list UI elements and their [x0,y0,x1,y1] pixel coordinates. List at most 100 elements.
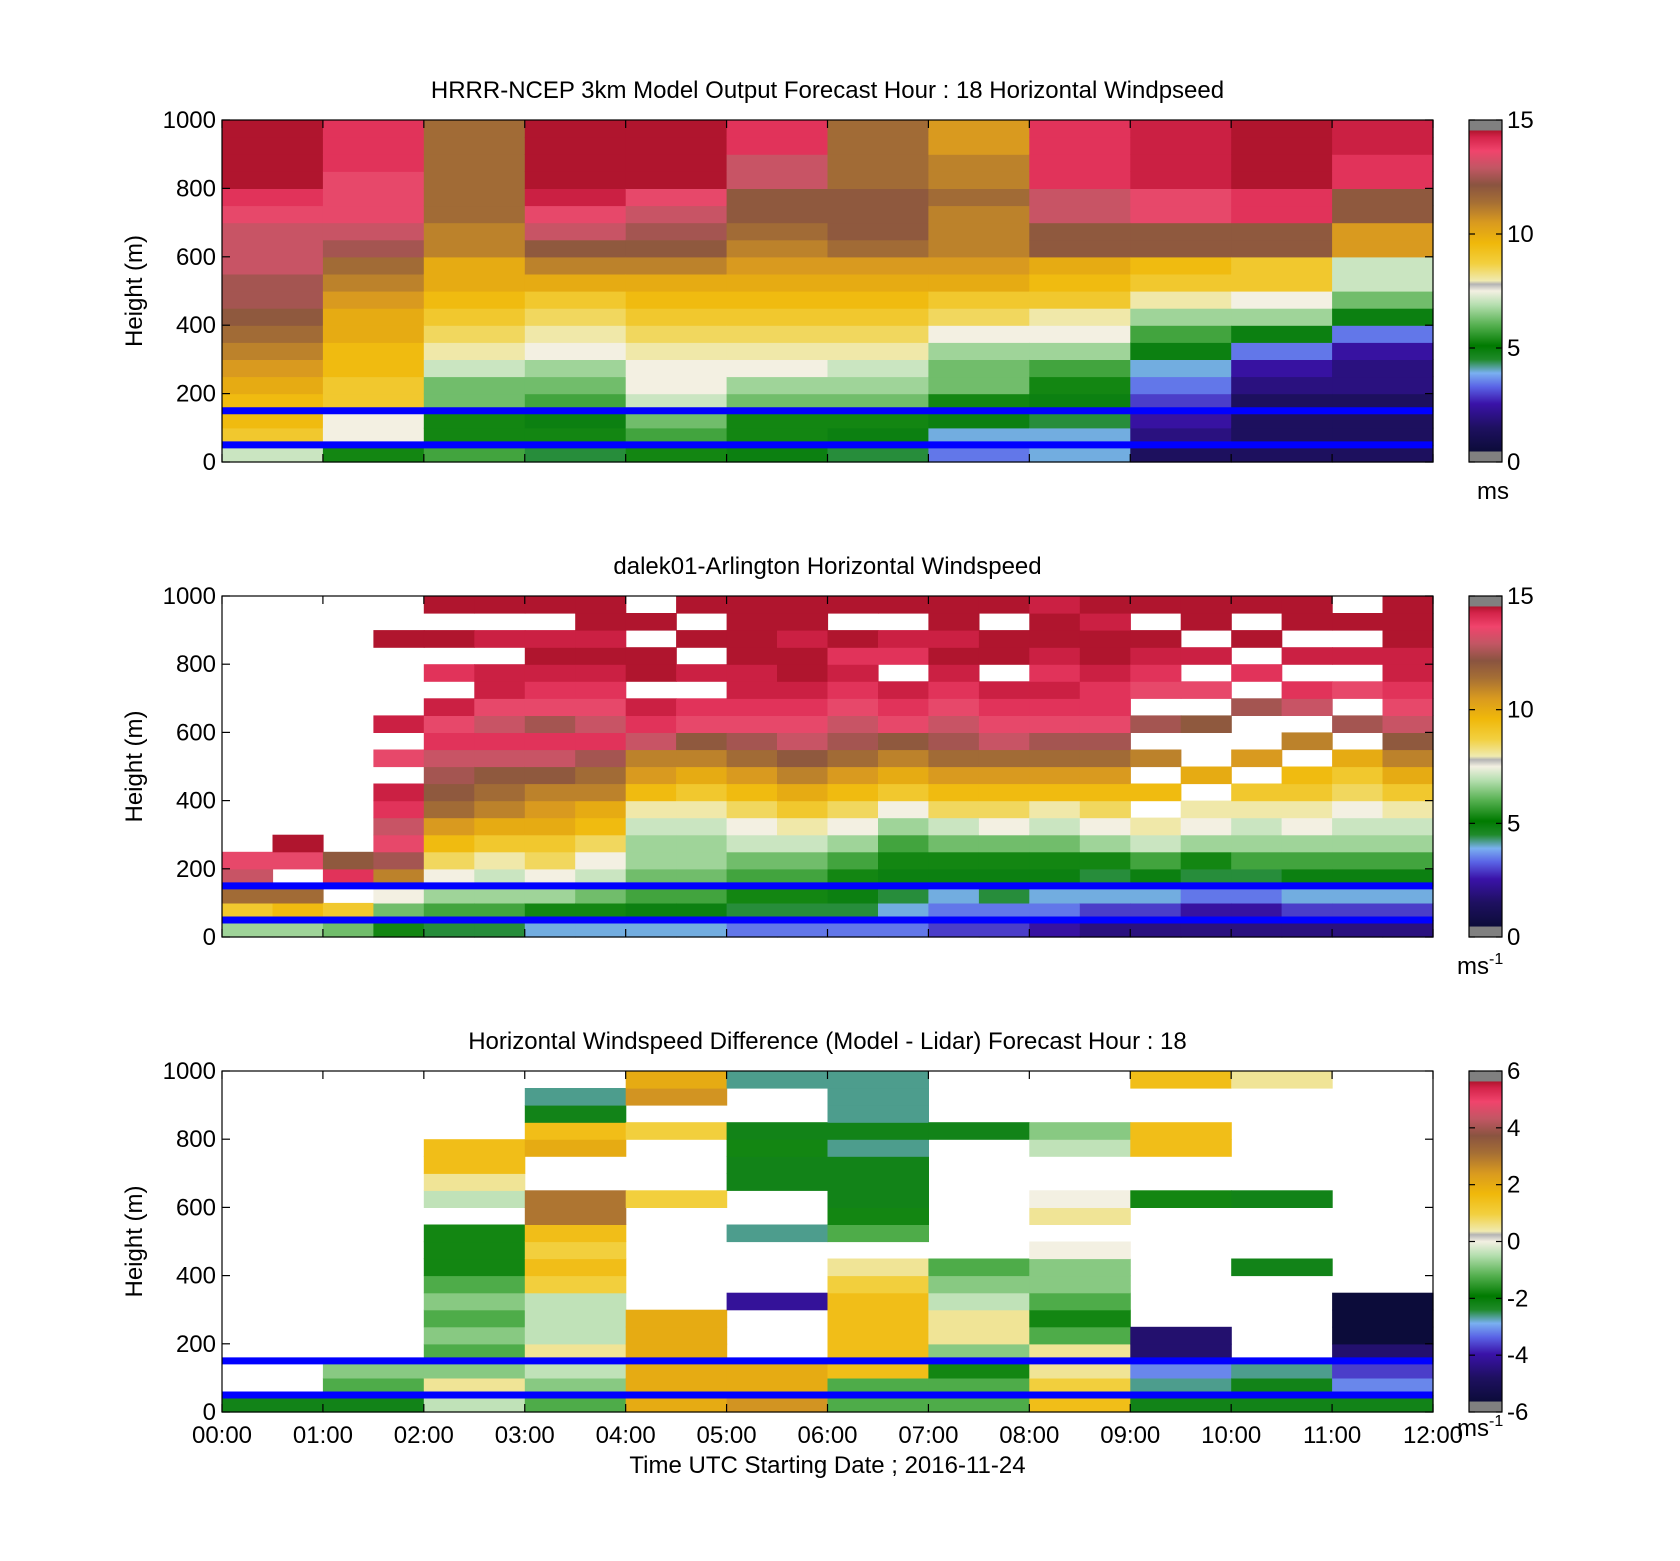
heatmap-cell [272,834,324,853]
heatmap-cell [1130,885,1182,904]
heatmap-cell [423,205,526,224]
heatmap-cell [474,783,526,802]
heatmap-cell [423,239,526,258]
heatmap-cell [878,885,930,904]
heatmap-cell [222,444,324,463]
heatmap-cell [827,1326,929,1345]
heatmap-cell [1332,342,1434,360]
y-tick-label: 600 [176,244,216,271]
heatmap-cell [1231,1377,1333,1396]
heatmap-cell [1130,1326,1232,1345]
x-tick-label: 07:00 [898,1422,958,1449]
y-tick-label: 200 [176,1331,216,1358]
heatmap-cell [222,410,324,429]
heatmap-cell [625,120,728,138]
heatmap-cell [373,630,425,648]
heatmap-cell [625,902,677,921]
y-tick-label: 0 [203,1399,216,1426]
heatmap-cell [222,359,324,378]
heatmap-cell [1231,171,1333,189]
heatmap-cell [1382,630,1434,648]
heatmap-cell [524,1309,627,1328]
heatmap-cell [928,1326,1030,1345]
heatmap-cell [726,222,829,241]
heatmap-cell [575,664,627,682]
heatmap-cell [1281,732,1333,751]
heatmap-cell [928,154,1030,172]
heatmap-cell [1130,715,1182,733]
heatmap-cell [322,427,425,446]
heatmap-cell [1029,1275,1131,1294]
heatmap-cell [1382,613,1434,631]
heatmap-cell [1231,205,1333,224]
heatmap-cell [524,137,627,155]
heatmap-cell [474,920,526,938]
x-tick-label: 06:00 [797,1422,857,1449]
heatmap-cell [1382,868,1434,887]
heatmap-cell [978,885,1030,904]
heatmap-cell [827,273,929,292]
heatmap-cell [827,1292,929,1311]
heatmap-cell [524,630,576,648]
colorbar-tick-label: 0 [1507,924,1520,951]
heatmap-cell [1079,800,1131,819]
heatmap-cell [423,291,526,309]
heatmap-cell [1382,800,1434,819]
heatmap-cell [524,239,627,258]
heatmap-cell [1231,120,1333,138]
heatmap-cell [1180,681,1232,699]
heatmap-cell [1180,868,1232,887]
heatmap-cell [1130,596,1182,614]
colorbar-unit-label: ms-1 [1457,951,1503,980]
colorbar-tick-label: 0 [1507,449,1520,476]
colorbar: 0 5 10 15 ms [1468,107,1534,505]
heatmap-cell [625,410,728,429]
heatmap-cell [1180,766,1232,785]
heatmap-cell [1029,715,1081,733]
heatmap-cell [474,868,526,887]
heatmap-cell [575,817,627,836]
colorbar: 0 5 10 15 ms-1 [1457,583,1534,980]
heatmap-cell [423,664,475,682]
heatmap-cell [474,749,526,768]
heatmap-cell [625,137,728,155]
heatmap-cell [625,325,728,343]
heatmap-cell [222,376,324,395]
heatmap-cell [1130,291,1232,309]
heatmap-cell [1029,681,1081,699]
heatmap-cell [1231,137,1333,155]
heatmap-cell [928,596,980,614]
heatmap-cell [676,596,728,614]
heatmap-cell [1029,137,1131,155]
heatmap-cell [1029,120,1131,138]
heatmap-cell [928,444,1030,463]
heatmap-cell [1231,154,1333,172]
x-tick-label: 01:00 [293,1422,353,1449]
heatmap-cell [625,1309,728,1328]
heatmap-cell [1029,732,1081,751]
heatmap-cell [1029,630,1081,648]
heatmap-cell [222,920,274,938]
heatmap-cell [524,749,576,768]
heatmap-cell [878,851,930,870]
heatmap-cell [1231,342,1333,360]
heatmap-cell [827,1207,929,1225]
heatmap-cell [1029,410,1131,429]
heatmap-cell [827,188,929,207]
heatmap-cell [928,1258,1030,1277]
heatmap-cell [827,596,879,614]
heatmap-cell [827,885,879,904]
heatmap-cell [676,851,728,870]
heatmap-cell [322,393,425,412]
heatmap-cell [575,868,627,887]
heatmap-cell [827,171,929,189]
heatmap-cell [1281,596,1333,614]
heatmap-cell [524,205,627,224]
heatmap-cell [423,188,526,207]
y-tick-label: 400 [176,788,216,815]
heatmap-cell [1231,783,1283,802]
heatmap-cell [322,273,425,292]
heatmap-cell [1029,239,1131,258]
colorbar-tick-label: 5 [1507,810,1520,837]
